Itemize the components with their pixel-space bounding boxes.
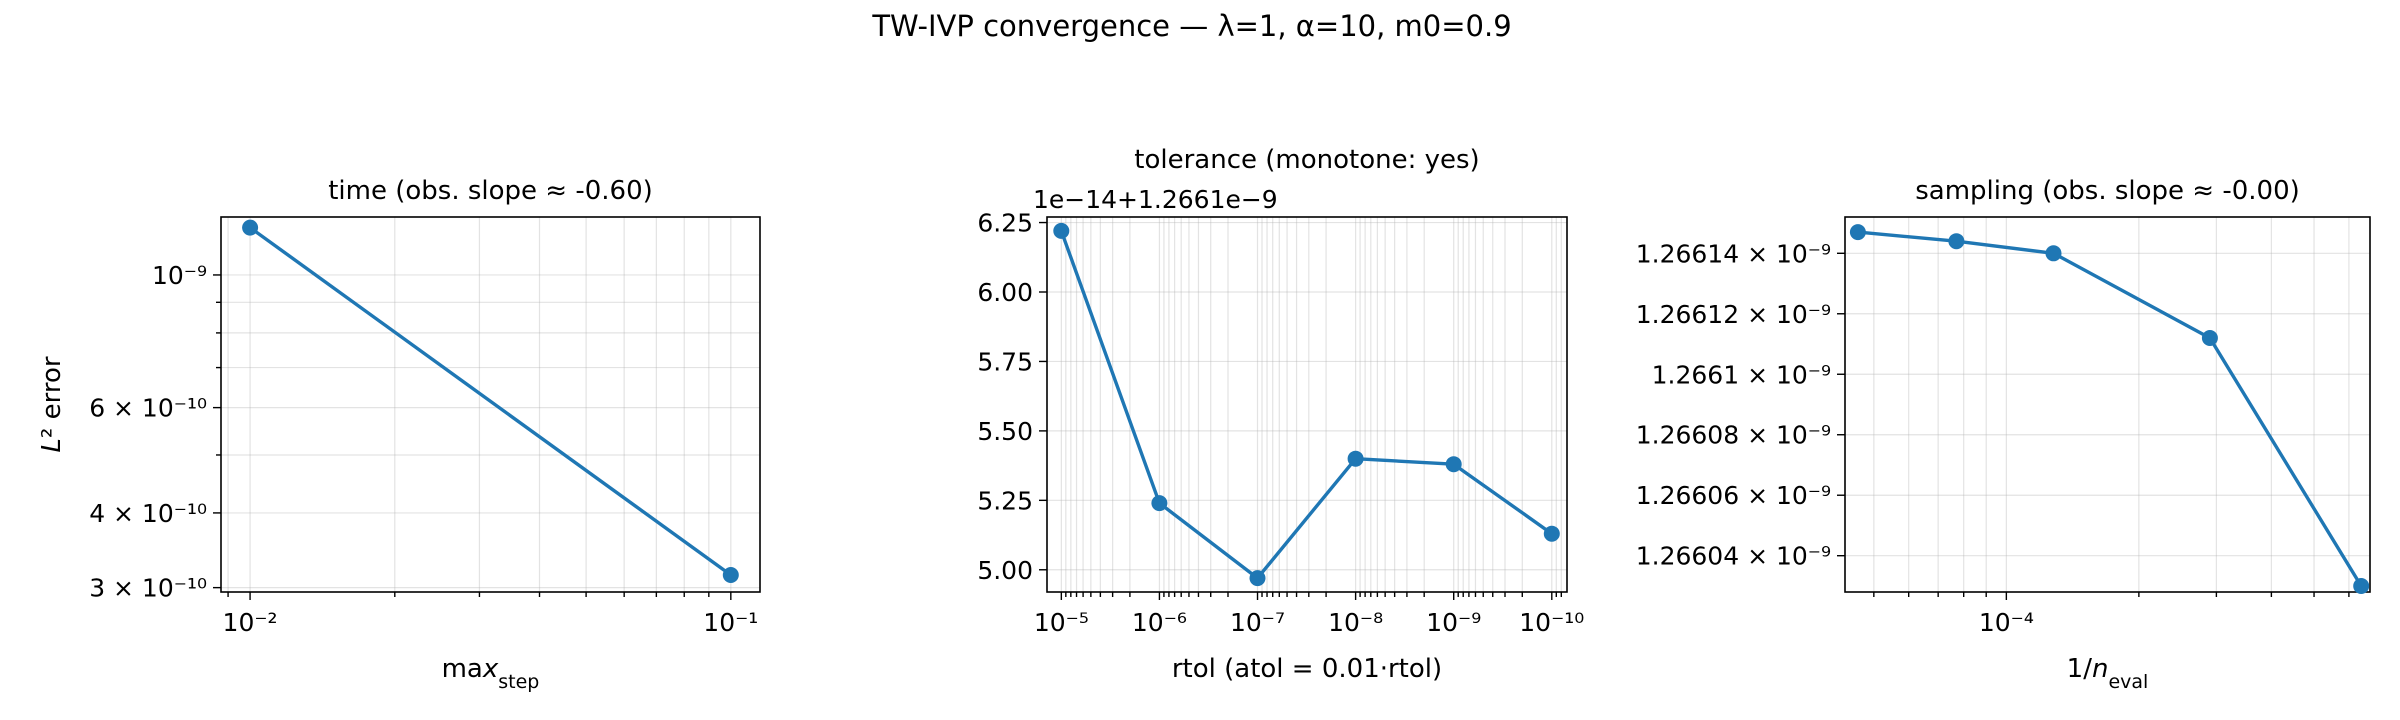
y-tick-label: 10⁻⁹ xyxy=(152,261,207,290)
y-tick-label: 1.26608 × 10⁻⁹ xyxy=(1636,421,1831,450)
y-tick-label: 5.25 xyxy=(977,486,1033,515)
plot-frame xyxy=(1046,216,1568,593)
x-axis-label: rtol (atol = 0.01·rtol) xyxy=(1172,654,1442,684)
x-tick-label: 10⁻⁸ xyxy=(1328,608,1383,637)
x-axis-label: maxstep xyxy=(442,654,540,693)
y-tick-label: 5.75 xyxy=(977,347,1033,376)
x-tick-label: 10⁻² xyxy=(223,608,278,637)
y-tick-label: 6.25 xyxy=(977,209,1033,238)
chart-panel-3: 10⁻⁴ 1.26604 × 10⁻⁹ 1.26606 × 10⁻⁹ 1.26608 … xyxy=(1636,176,2371,693)
data-point xyxy=(2353,578,2370,594)
y-tick-label: 5.00 xyxy=(977,556,1033,585)
y-tick-label: 1.26606 × 10⁻⁹ xyxy=(1636,481,1831,510)
x-tick-label: 10⁻⁵ xyxy=(1034,608,1089,637)
data-point xyxy=(1849,224,1866,241)
panels: 10⁻² 10⁻¹ 3 × 10⁻¹⁰ 4 × 10⁻¹⁰ 6 × 10⁻¹⁰ 10⁻⁹ t… xyxy=(37,145,2371,693)
y-offset-label: 1e−14+1.2661e−9 xyxy=(1033,185,1278,214)
data-point xyxy=(722,567,739,583)
chart-title: tolerance (monotone: yes) xyxy=(1134,145,1479,175)
y-tick-label: 3 × 10⁻¹⁰ xyxy=(89,574,207,603)
y-tick-label: 1.2661 × 10⁻⁹ xyxy=(1652,360,1831,389)
data-point xyxy=(2201,330,2218,346)
data-point xyxy=(1151,495,1168,512)
series-line xyxy=(249,226,732,577)
plot-frame xyxy=(220,216,761,593)
y-tick-label: 6.00 xyxy=(977,278,1033,307)
y-tick-label: 6 × 10⁻¹⁰ xyxy=(89,394,207,423)
figure-suptitle: TW-IVP convergence — λ=1, α=10, m0=0.9 xyxy=(871,9,1511,43)
data-point xyxy=(2045,245,2062,262)
x-tick-label: 10⁻⁹ xyxy=(1426,608,1481,637)
data-point xyxy=(1053,222,1070,239)
chart-title: sampling (obs. slope ≈ -0.00) xyxy=(1915,176,2300,206)
data-point xyxy=(1543,525,1560,542)
chart-panel-1: 10⁻² 10⁻¹ 3 × 10⁻¹⁰ 4 × 10⁻¹⁰ 6 × 10⁻¹⁰ 10⁻⁹ t… xyxy=(37,176,761,693)
data-point xyxy=(1347,450,1364,467)
data-point xyxy=(1249,570,1266,587)
y-tick-label: 1.26612 × 10⁻⁹ xyxy=(1636,300,1831,329)
x-axis-label: 1/neval xyxy=(2067,654,2149,693)
x-tick-label: 10⁻⁴ xyxy=(1979,608,2034,637)
chart-title: time (obs. slope ≈ -0.60) xyxy=(328,176,653,206)
plot-frame xyxy=(1844,216,2371,593)
chart-panel-2: 10⁻⁵ 10⁻⁶ 10⁻⁷ 10⁻⁸ 10⁻⁹ 10⁻¹⁰ 5.00 5.25 5.50 5.7… xyxy=(977,145,1584,684)
data-point xyxy=(242,219,259,236)
data-point xyxy=(1948,233,1965,250)
x-tick-label: 10⁻¹⁰ xyxy=(1519,608,1584,637)
series-line xyxy=(1857,230,2363,587)
x-tick-label: 10⁻¹ xyxy=(703,608,758,637)
series-line xyxy=(1059,230,1553,580)
y-axis-label: L² error xyxy=(37,356,67,452)
y-tick-label: 1.26604 × 10⁻⁹ xyxy=(1636,542,1831,571)
x-tick-label: 10⁻⁶ xyxy=(1132,608,1187,637)
y-tick-label: 1.26614 × 10⁻⁹ xyxy=(1636,239,1831,268)
x-tick-label: 10⁻⁷ xyxy=(1230,608,1285,637)
y-tick-label: 4 × 10⁻¹⁰ xyxy=(89,499,207,528)
y-tick-label: 5.50 xyxy=(977,417,1033,446)
data-point xyxy=(1445,456,1462,473)
